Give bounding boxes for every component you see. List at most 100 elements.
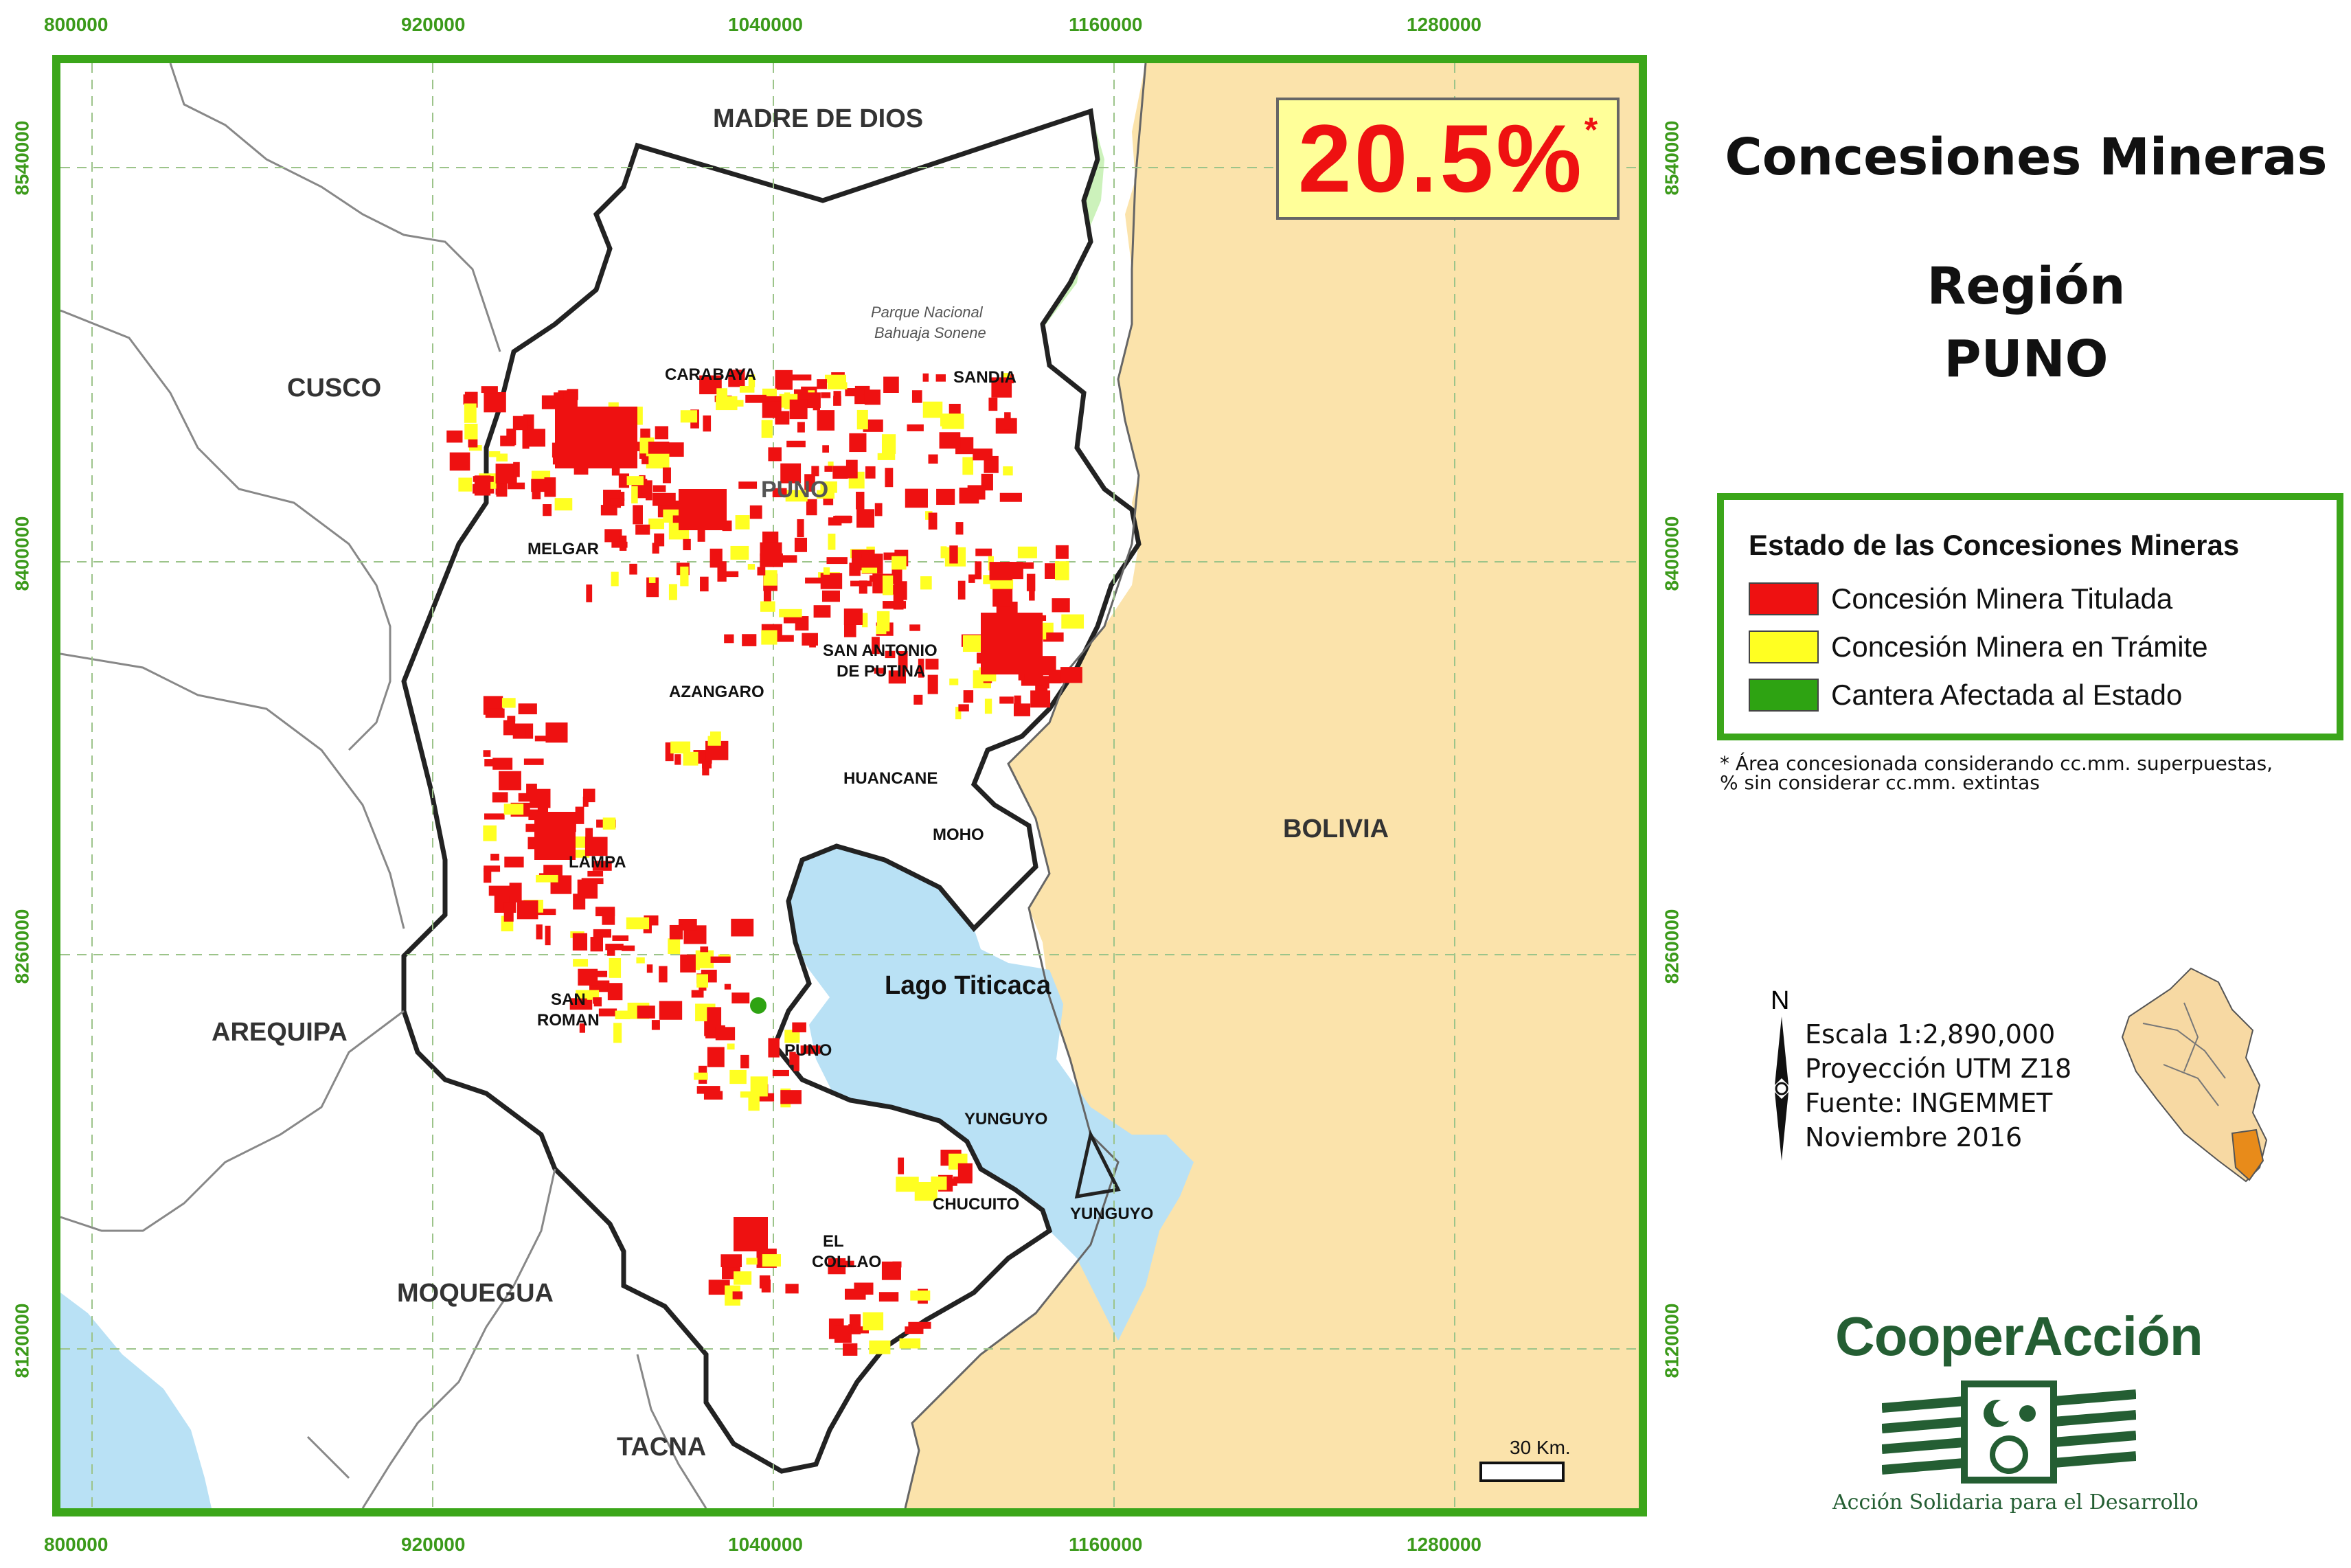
concession-patch [731, 918, 754, 937]
concession-patch [991, 377, 1012, 398]
concession-patch [545, 925, 551, 946]
concession-patch [794, 537, 808, 552]
concession-patch [593, 997, 602, 1004]
concession-patch [506, 429, 516, 446]
concession-patch [464, 423, 478, 440]
concession-patch [927, 674, 938, 694]
concession-patch [631, 486, 638, 503]
concession-patch [911, 390, 922, 403]
legend-label: Cantera Afectada al Estado [1831, 679, 2183, 711]
concession-patch [615, 1010, 631, 1020]
concession-patch [707, 1007, 722, 1026]
concession-patch [680, 954, 696, 973]
concession-patch [746, 1258, 758, 1265]
concession-patch [702, 761, 712, 769]
concession-patch [611, 541, 628, 548]
label-carabaya: CARABAYA [665, 365, 756, 384]
concession-patch [496, 453, 508, 462]
concession-patch [648, 441, 670, 454]
concession-patch [813, 396, 820, 411]
concession-patch [552, 442, 558, 458]
concession-patch [760, 542, 782, 556]
concession-patch [484, 865, 501, 872]
concession-patch [958, 704, 969, 712]
concession-patch [707, 1047, 725, 1067]
concession-patch [843, 608, 863, 625]
concession-patch [637, 1005, 655, 1019]
label-huancane: HUANCANE [843, 769, 938, 788]
concession-patch [905, 488, 928, 508]
concession-patch [629, 563, 637, 575]
concession-patch [780, 463, 802, 484]
concession-patch [569, 850, 590, 858]
map-panel[interactable]: MADRE DE DIOS CUSCO AREQUIPA MOQUEGUA TA… [52, 55, 1647, 1516]
concession-patch [572, 933, 588, 951]
concession-patch [680, 566, 689, 587]
concession-patch [734, 1271, 752, 1285]
concession-patch [1029, 590, 1035, 601]
concession-patch [789, 399, 808, 420]
concession-patch [977, 652, 984, 664]
concession-patch [864, 389, 881, 405]
concession-patch [499, 771, 521, 791]
concession-patch [584, 837, 608, 856]
concession-patch [783, 617, 804, 624]
concession-patch [935, 374, 946, 382]
label-chucuito: CHUCUITO [933, 1195, 1020, 1214]
concession-patch [748, 374, 756, 387]
concession-patch [604, 529, 622, 543]
label-tacna: TACNA [617, 1433, 707, 1462]
concession-patch [762, 1254, 782, 1267]
concession-patch [909, 624, 920, 631]
concession-patch [749, 505, 762, 519]
concession-patch [1052, 598, 1070, 613]
concession-patch [939, 432, 961, 449]
concession-patch [446, 430, 463, 443]
concession-patch [785, 490, 808, 502]
north-arrow-icon [1775, 1016, 1788, 1161]
concession-patch [1043, 676, 1049, 689]
y-tick-label: 8260000 [1661, 909, 1683, 984]
concession-patch [984, 698, 992, 714]
concession-patch [981, 613, 1043, 674]
concession-patch [738, 481, 758, 489]
north-label: N [1771, 986, 1790, 1015]
concession-patch [1043, 632, 1064, 642]
concession-patch [779, 609, 802, 617]
concession-patch [652, 543, 659, 554]
concession-patch [636, 957, 645, 964]
concession-patch [828, 1258, 846, 1275]
concession-patch [843, 623, 856, 637]
concession-patch [512, 416, 528, 431]
concession-patch [716, 388, 728, 402]
concession-patch [918, 659, 924, 678]
scale-text: Escala 1:2,890,000 [1805, 1019, 2056, 1049]
concession-patch [536, 909, 556, 916]
concession-patch [817, 379, 827, 389]
concession-patch [468, 445, 482, 451]
concession-patch [843, 1343, 858, 1356]
concession-patch [792, 1022, 806, 1033]
yunguyo-boundary [1074, 1129, 1121, 1199]
concession-patch [760, 553, 783, 567]
concession-patch [668, 938, 681, 954]
concession-patch [573, 959, 589, 967]
concession-patch [856, 491, 865, 510]
concession-patch [518, 703, 537, 715]
concession-patch [1004, 412, 1011, 430]
concession-patch [530, 788, 551, 808]
y-tick-label: 8540000 [1661, 120, 1683, 196]
x-tick-label: 1280000 [1407, 1534, 1482, 1555]
concession-patch [729, 1069, 747, 1084]
concession-patch [872, 637, 880, 655]
concession-patch [723, 571, 739, 578]
concession-patch [806, 499, 817, 516]
concession-patch [652, 485, 666, 492]
concession-patch [463, 394, 473, 405]
concession-patch [532, 488, 541, 500]
percentage-marker: * [1584, 111, 1598, 149]
date-text: Noviembre 2016 [1805, 1122, 2023, 1152]
concession-patch [610, 498, 625, 506]
concession-patch [999, 696, 1014, 704]
concession-patch [817, 410, 835, 431]
